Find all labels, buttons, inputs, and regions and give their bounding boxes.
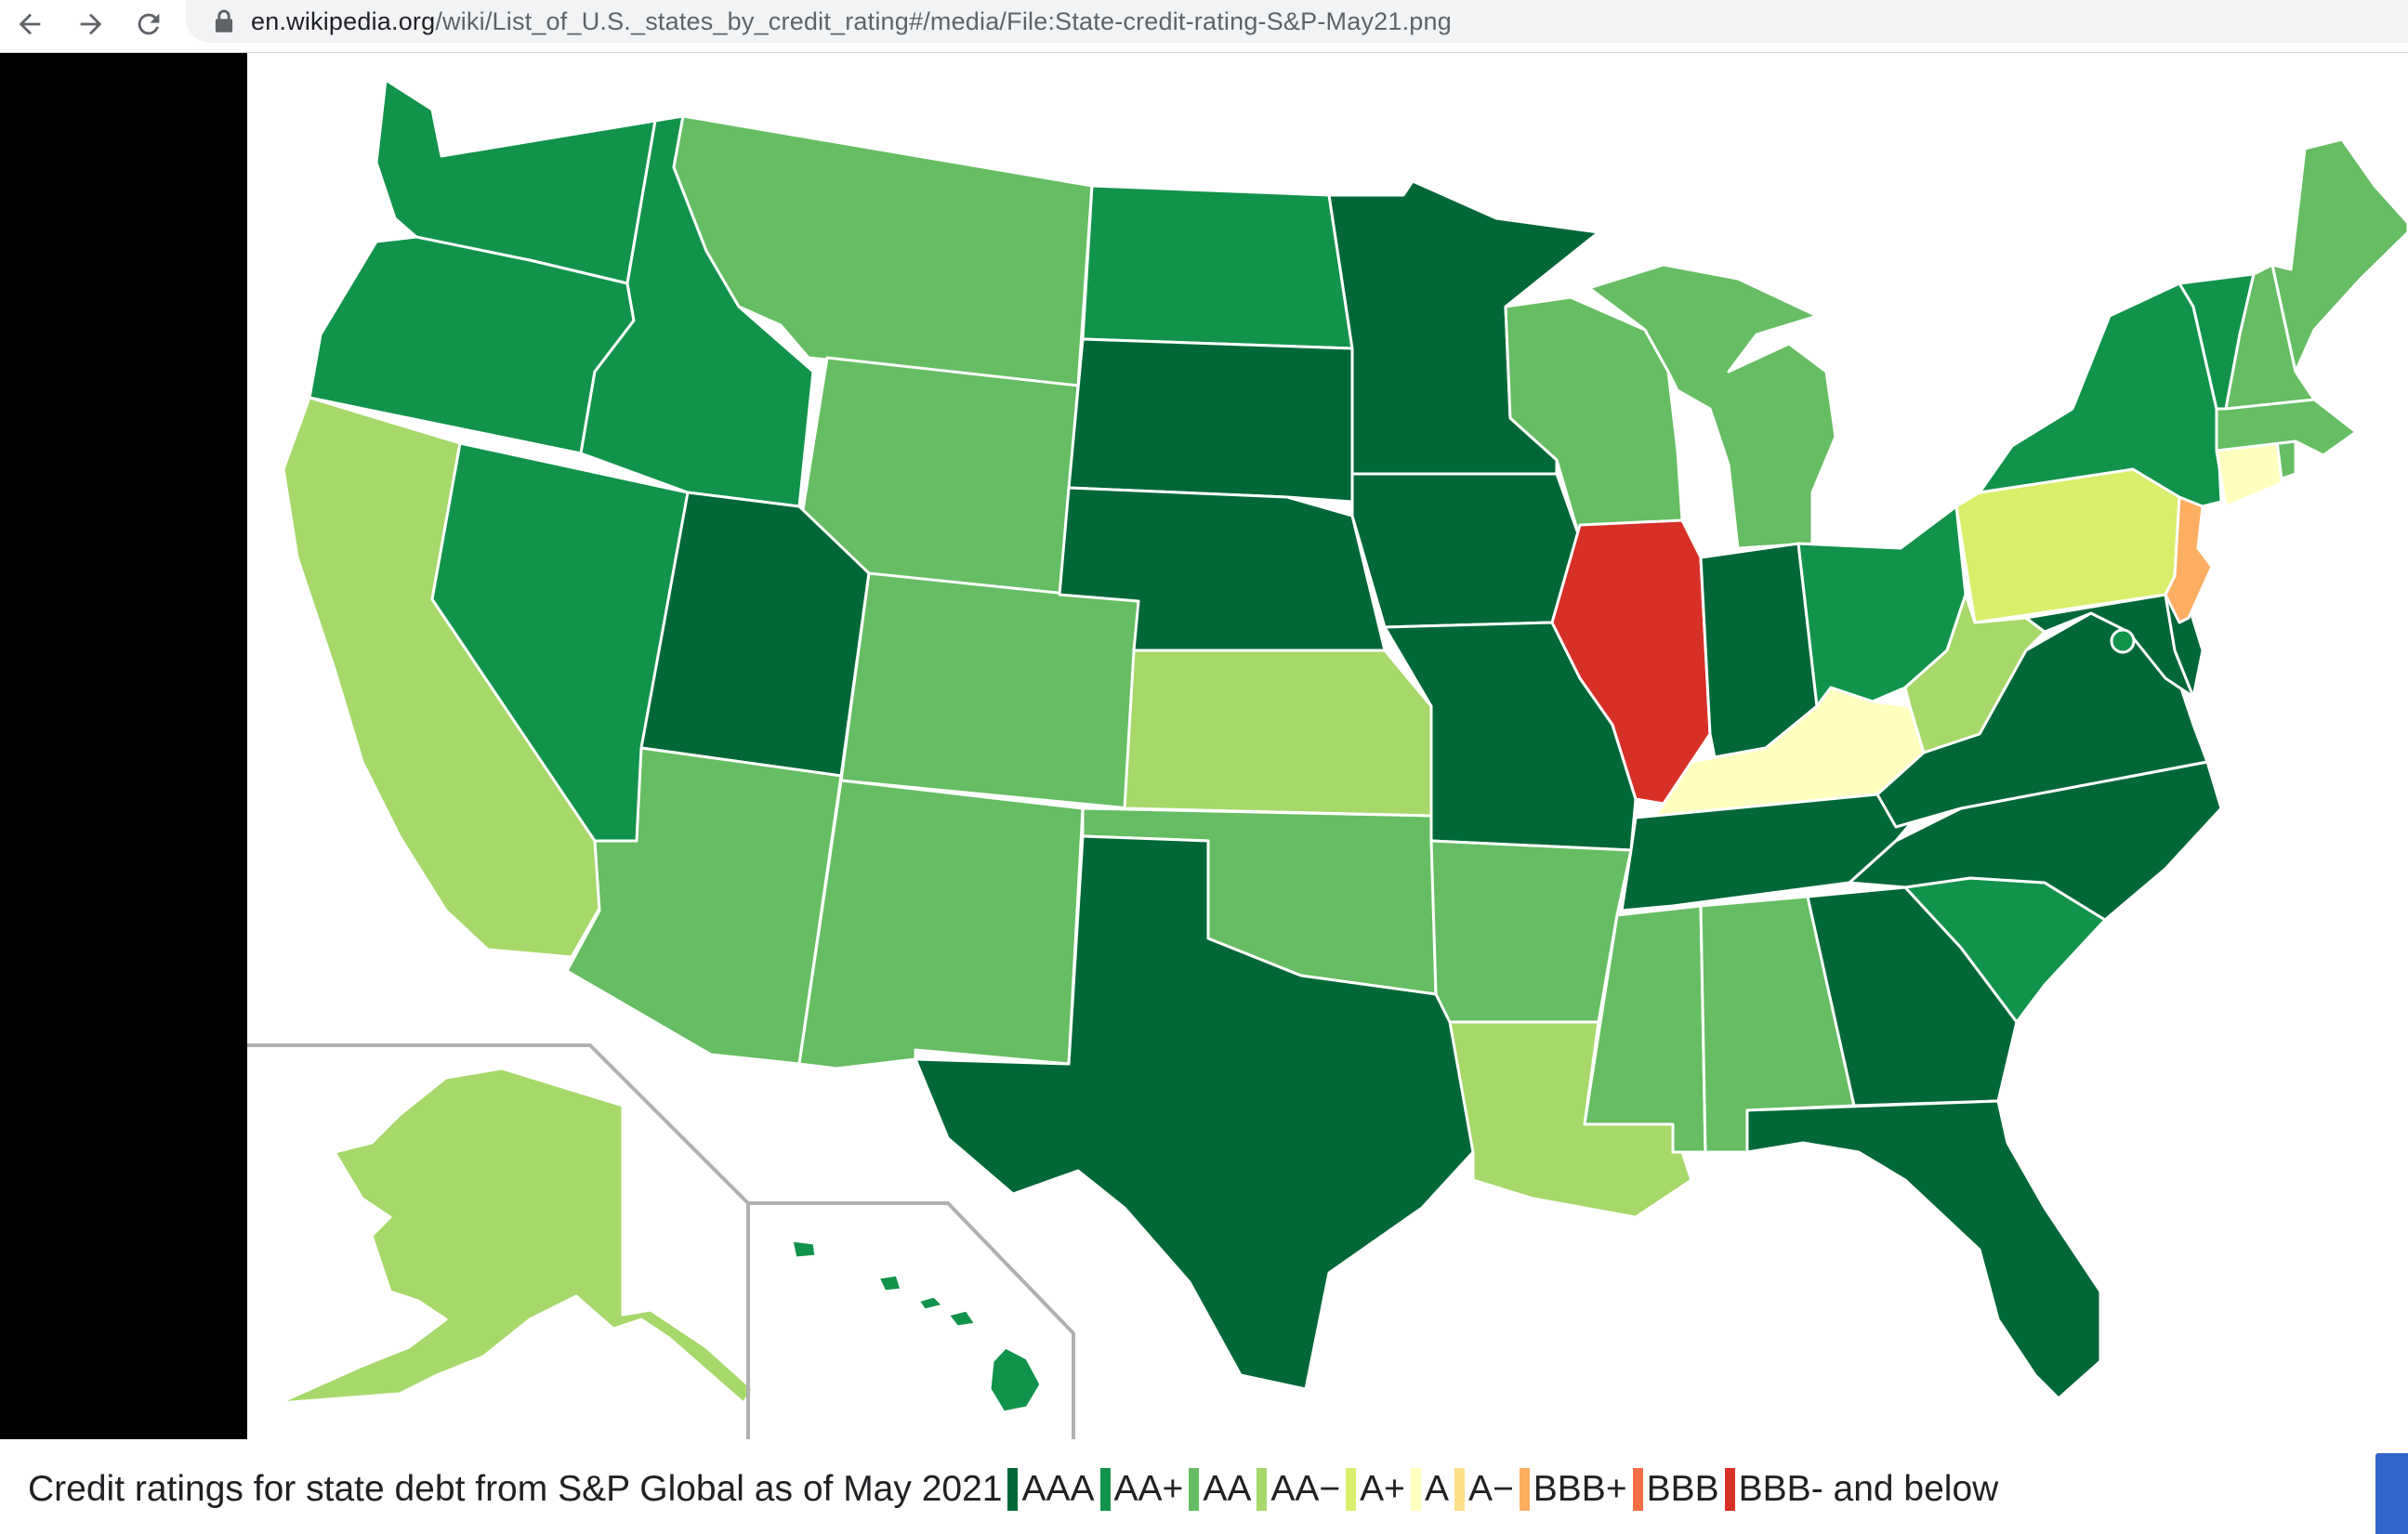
state-NJ <box>2164 495 2214 624</box>
state-RI <box>2275 439 2297 480</box>
state-IA <box>1350 472 1582 629</box>
state-DC <box>2110 628 2136 654</box>
legend-swatch <box>1632 1468 1643 1511</box>
legend-swatch <box>1007 1468 1019 1511</box>
url-path: /wiki/List_of_U.S._states_by_credit_rati… <box>435 7 1452 35</box>
state-NY <box>1978 282 2223 508</box>
viewer-side-tab[interactable] <box>2375 1453 2408 1534</box>
legend-label: A+ <box>1360 1469 1405 1509</box>
state-CT <box>2215 439 2283 508</box>
legend-swatch <box>1410 1468 1421 1511</box>
hawaii-inset-border <box>748 1201 1075 1439</box>
state-WI <box>1504 295 1684 541</box>
address-bar[interactable]: en.wikipedia.org/wiki/List_of_U.S._state… <box>186 0 2408 43</box>
back-button[interactable] <box>9 4 50 45</box>
caption-text: Credit ratings for state debt from S&P G… <box>28 1469 1003 1509</box>
legend-swatch <box>1099 1468 1111 1511</box>
legend-label: A− <box>1467 1469 1514 1509</box>
state-KS <box>1123 649 1433 818</box>
state-ND <box>1081 184 1354 350</box>
legend-swatch <box>1346 1468 1357 1511</box>
legend-label: BBB <box>1646 1469 1719 1509</box>
legend-label: AA <box>1203 1469 1252 1509</box>
state-ME <box>2270 138 2408 374</box>
caption-row: Credit ratings for state debt from S&P G… <box>28 1463 1998 1515</box>
url-host: en.wikipedia.org <box>251 7 436 35</box>
legend-swatch <box>1257 1468 1268 1511</box>
legend-swatch <box>1519 1468 1530 1511</box>
state-SD <box>1067 337 1354 504</box>
legend-label: BBB+ <box>1533 1469 1627 1509</box>
legend-swatch <box>1724 1468 1735 1511</box>
arrow-left-icon <box>19 13 41 35</box>
state-CO <box>839 571 1140 810</box>
state-NC <box>1848 760 2223 922</box>
state-FL <box>1745 1099 2102 1400</box>
legend-label: A <box>1424 1469 1449 1509</box>
url-text: en.wikipedia.org/wiki/List_of_U.S._state… <box>251 7 1452 36</box>
alaska-inset-border <box>247 1043 750 1439</box>
legend-swatch <box>1189 1468 1200 1511</box>
lock-icon <box>215 9 233 33</box>
legend: AAA AA+ AA AA− A+ A A− BBB+ BBB BBB- and below <box>1002 1468 1998 1511</box>
browser-toolbar: en.wikipedia.org/wiki/List_of_U.S._state… <box>0 0 2408 54</box>
state-MI <box>1587 263 1837 550</box>
state-HI <box>790 1239 1043 1414</box>
legend-swatch <box>1454 1468 1465 1511</box>
image-caption: Credit ratings for state debt from S&P G… <box>0 1439 2408 1534</box>
legend-label: AAA <box>1021 1469 1095 1509</box>
viewer-left-panel <box>0 53 247 1439</box>
legend-label: AA+ <box>1113 1469 1184 1509</box>
legend-label: AA− <box>1270 1469 1341 1509</box>
state-AR <box>1429 839 1633 1024</box>
legend-label: BBB- and below <box>1738 1469 1999 1509</box>
us-credit-rating-map <box>247 78 2408 1439</box>
forward-button[interactable] <box>71 4 112 45</box>
state-NM <box>797 779 1085 1070</box>
state-TX <box>914 834 1475 1391</box>
state-AK <box>277 1067 755 1405</box>
reload-button[interactable] <box>128 4 169 45</box>
map-viewer <box>247 53 2408 1439</box>
arrow-right-icon <box>80 13 102 35</box>
reload-icon <box>138 13 160 35</box>
